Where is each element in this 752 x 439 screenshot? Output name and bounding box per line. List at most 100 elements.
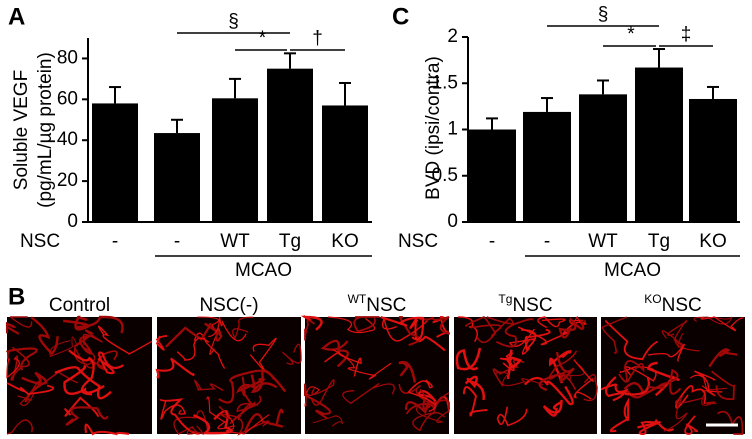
vessel bbox=[186, 425, 205, 435]
vessel bbox=[250, 369, 287, 393]
x-tick-label: Tg bbox=[648, 231, 670, 252]
vessel bbox=[419, 316, 450, 335]
significance-mark: § bbox=[228, 11, 239, 32]
vessel bbox=[465, 316, 502, 334]
vessel bbox=[194, 379, 224, 392]
vessel bbox=[609, 397, 630, 433]
vessel bbox=[229, 376, 256, 424]
significance-mark: † bbox=[312, 28, 323, 49]
vessel bbox=[64, 396, 100, 418]
vessel bbox=[406, 379, 436, 413]
vessel bbox=[97, 351, 124, 375]
group-label: MCAO bbox=[604, 260, 661, 281]
vessel bbox=[165, 322, 212, 348]
y-axis-label: Soluble VEGF bbox=[11, 70, 32, 190]
y-tick-label: 0.5 bbox=[432, 165, 458, 186]
vessel bbox=[416, 390, 451, 410]
panel-label: A bbox=[8, 3, 25, 30]
vessel bbox=[523, 376, 574, 406]
vessel bbox=[5, 321, 20, 335]
vessel bbox=[476, 316, 514, 344]
bar bbox=[322, 105, 368, 222]
vessel bbox=[353, 316, 380, 333]
vessel bbox=[700, 316, 744, 332]
vessel bbox=[638, 420, 661, 436]
bar bbox=[154, 133, 200, 222]
vessel bbox=[176, 337, 210, 361]
vessel bbox=[537, 316, 566, 329]
y-tick-label: 2 bbox=[447, 26, 458, 47]
vessel bbox=[601, 316, 628, 354]
label-text: NSC bbox=[366, 295, 406, 316]
error-bar bbox=[109, 86, 121, 104]
micrograph bbox=[305, 317, 449, 434]
vessel bbox=[310, 379, 335, 406]
vessel bbox=[458, 316, 478, 342]
significance-mark: * bbox=[627, 24, 635, 45]
vessel bbox=[711, 370, 736, 401]
vessel bbox=[225, 412, 270, 435]
vessel bbox=[73, 335, 93, 355]
vessel bbox=[155, 357, 195, 379]
vessel bbox=[717, 410, 744, 435]
vessel bbox=[496, 406, 528, 427]
vessel bbox=[464, 375, 485, 401]
vessel bbox=[380, 316, 425, 341]
vessel bbox=[708, 348, 738, 368]
vessel bbox=[282, 343, 302, 365]
vessel bbox=[10, 346, 30, 381]
y-tick-label: 1.5 bbox=[432, 72, 458, 93]
bar bbox=[267, 68, 313, 223]
vessel bbox=[73, 345, 97, 369]
vessel bbox=[75, 315, 124, 334]
y-axis-label: (pg/mL/µg protein) bbox=[35, 52, 56, 208]
y-tick-label: 0 bbox=[67, 211, 78, 232]
vessel bbox=[398, 361, 417, 383]
vessel bbox=[68, 349, 95, 396]
vessel bbox=[98, 325, 153, 355]
vessel bbox=[648, 343, 686, 362]
vessel bbox=[49, 336, 78, 358]
significance-mark: § bbox=[598, 4, 609, 25]
vessel bbox=[204, 322, 223, 342]
group-label: MCAO bbox=[235, 260, 292, 281]
vessel bbox=[236, 395, 262, 421]
vessel bbox=[583, 374, 598, 402]
vessel bbox=[618, 360, 645, 383]
vessel bbox=[243, 408, 284, 433]
vessel bbox=[193, 332, 226, 369]
y-tick-label: 1 bbox=[447, 119, 458, 140]
error-bar bbox=[284, 52, 296, 69]
vessel bbox=[155, 335, 168, 351]
vessel bbox=[538, 351, 575, 392]
x-tick-label: - bbox=[174, 231, 180, 252]
vessel bbox=[416, 403, 450, 423]
image-label: TgNSC bbox=[498, 292, 552, 316]
vessel bbox=[54, 365, 112, 400]
y-tick-label: 20 bbox=[57, 170, 78, 191]
significance-mark: * bbox=[259, 28, 267, 49]
vessel bbox=[499, 352, 515, 372]
vessel bbox=[405, 399, 450, 415]
vessel bbox=[398, 383, 436, 410]
x-tick-label: KO bbox=[699, 231, 726, 252]
vessel bbox=[320, 339, 349, 368]
vessel bbox=[495, 318, 534, 348]
image-label: WTNSC bbox=[348, 292, 407, 316]
bar bbox=[635, 67, 683, 223]
vessel bbox=[304, 383, 332, 420]
vessel bbox=[208, 316, 247, 342]
vessel bbox=[304, 384, 320, 407]
error-bar bbox=[229, 77, 241, 99]
vessel bbox=[328, 316, 376, 334]
vessel bbox=[6, 382, 55, 396]
vessel bbox=[206, 396, 235, 430]
vessel bbox=[6, 419, 33, 435]
error-bar bbox=[707, 85, 719, 99]
label-text: NSC bbox=[662, 295, 702, 316]
panel-label: B bbox=[8, 283, 25, 310]
error-bar bbox=[171, 118, 183, 134]
vessel bbox=[404, 397, 433, 415]
image-label: NSC(-) bbox=[199, 295, 258, 316]
